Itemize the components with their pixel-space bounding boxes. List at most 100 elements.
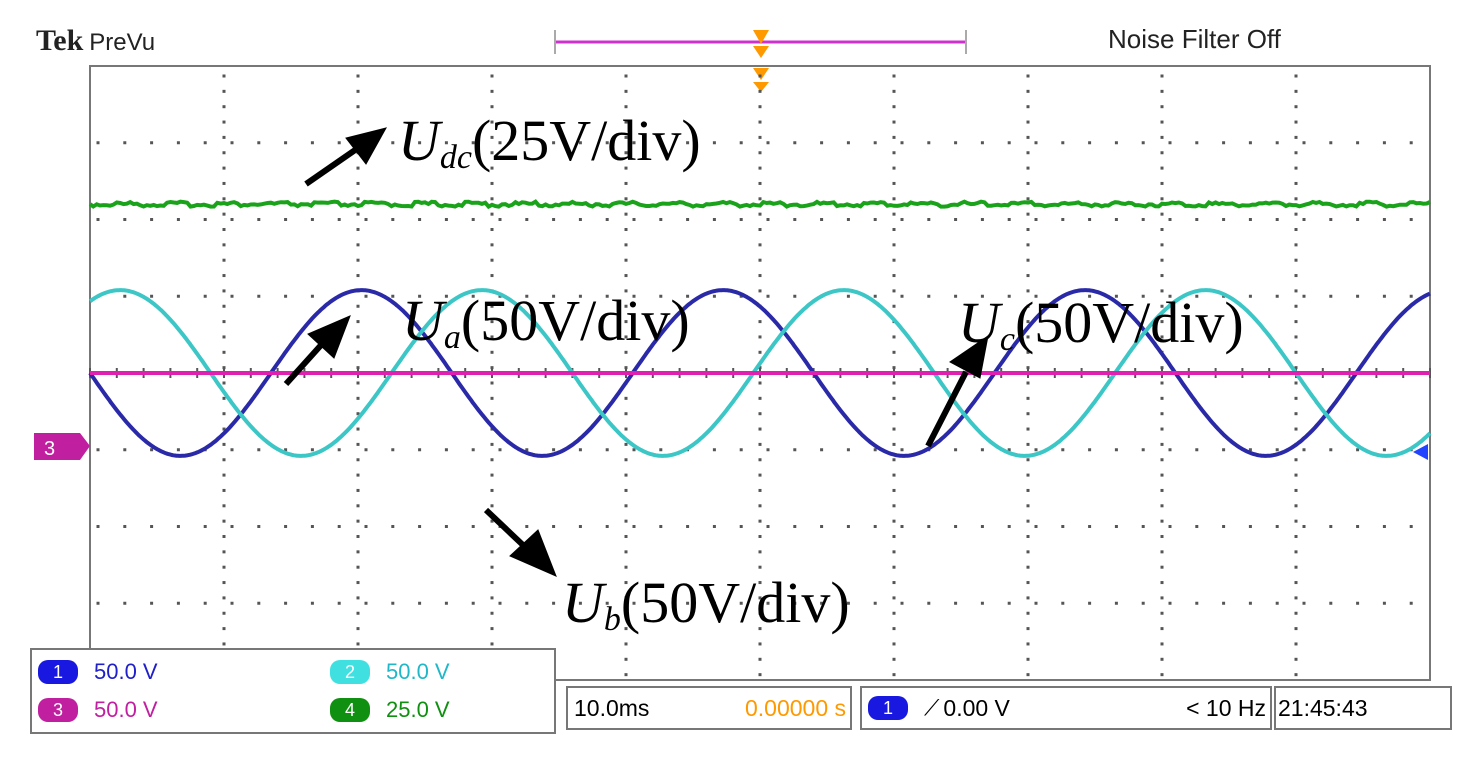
grid-dot [490,627,494,631]
noise-filter-status: Noise Filter Off [1108,24,1281,54]
channel-4-badge: 4 [330,698,370,722]
grid-dot [1294,166,1298,170]
grid-dot [624,657,628,661]
grid-dot [490,581,494,585]
grid-dot [1160,197,1164,201]
grid-dot [222,504,226,508]
grid-dot [1409,525,1413,528]
grid-dot [1222,141,1226,145]
grid-dot [766,448,770,452]
grid-dot [1160,673,1164,677]
grid-dot [1034,448,1038,452]
channel-1-scale[interactable]: 1 50.0 V [38,658,158,686]
grid-dot [892,366,896,370]
grid-dot [1356,141,1360,145]
grid-dot [490,535,494,538]
grid-dot [632,294,636,298]
grid-dot [230,525,234,528]
grid-dot [793,601,797,605]
grid-dot [525,525,529,528]
grid-dot [391,218,395,221]
grid-dot [659,601,663,605]
channel-2-scale[interactable]: 2 50.0 V [330,658,450,686]
grid-dot [892,642,896,646]
grid-dot [176,141,180,145]
grid-dot [1026,197,1030,201]
grid-dot [356,427,360,431]
grid-dot [624,135,628,139]
grid-dot [758,565,762,569]
grid-dot [1034,525,1038,528]
mode-label: PreVu [89,29,156,56]
grid-dot [222,488,226,492]
grid-dot [1382,294,1386,298]
grid-dot [1248,525,1252,528]
grid-dot [356,519,360,523]
grid-dot [900,448,904,452]
grid-dot [490,381,494,385]
grid-dot [257,294,261,298]
grid-dot [1160,335,1164,339]
rising-edge-icon: ⟋ [924,695,940,720]
grid-dot [892,535,896,538]
grid-dot [758,412,762,416]
grid-dot [257,218,261,221]
arrow-ub [483,507,527,549]
grid-dot [758,135,762,139]
grid-dot [659,141,663,145]
grid-dot [900,525,904,528]
grid-dot [391,601,395,605]
grid-dot [820,141,824,145]
grid-dot [739,601,743,605]
grid-dot [1160,381,1164,385]
grid-dot [490,350,494,354]
grid-dot [525,141,529,145]
channel-3-scale[interactable]: 3 50.0 V [38,696,158,724]
grid-dot [222,135,226,139]
grid-dot [356,565,360,569]
grid-dot [624,258,628,262]
grid-dot [1160,442,1164,446]
channel-4-scale[interactable]: 4 25.0 V [330,696,450,724]
grid-dot [356,642,360,646]
grid-dot [356,627,360,631]
grid-dot [892,243,896,247]
grid-dot [624,412,628,416]
grid-dot [1294,258,1298,262]
grid-dot [578,294,582,298]
grid-dot [758,320,762,324]
channel-2-badge: 2 [330,660,370,684]
grid-dot [222,366,226,370]
grid-dot [659,448,663,452]
grid-dot [892,181,896,185]
grid-dot [624,243,628,247]
horizontal-readout[interactable]: 10.0ms 0.00000 s [566,686,852,730]
grid-dot [766,141,770,145]
grid-dot [490,611,494,615]
grid-dot [624,212,628,216]
grid-dot [739,218,743,221]
grid-dot [1382,601,1386,605]
grid-dot [1034,294,1038,298]
grid-dot [1294,274,1298,278]
grid-dot [980,218,984,221]
grid-dot [1061,218,1065,221]
grid-dot [1222,448,1226,452]
grid-dot [356,535,360,538]
grid-dot [230,294,234,298]
grid-dot [364,218,368,221]
grid-dot [927,294,931,298]
grid-dot [1302,601,1306,605]
grid-dot [1026,673,1030,677]
trigger-readout[interactable]: 1 ⟋ 0.00 V < 10 Hz [860,686,1272,730]
grid-dot [1329,141,1333,145]
grid-dot [820,218,824,221]
grid-dot [490,473,494,477]
grid-dot [624,228,628,231]
grid-dot [712,601,716,605]
grid-dot [1329,601,1333,605]
grid-dot [391,141,395,145]
grid-dot [892,274,896,278]
grid-dot [1248,218,1252,221]
grid-dot [1294,366,1298,370]
